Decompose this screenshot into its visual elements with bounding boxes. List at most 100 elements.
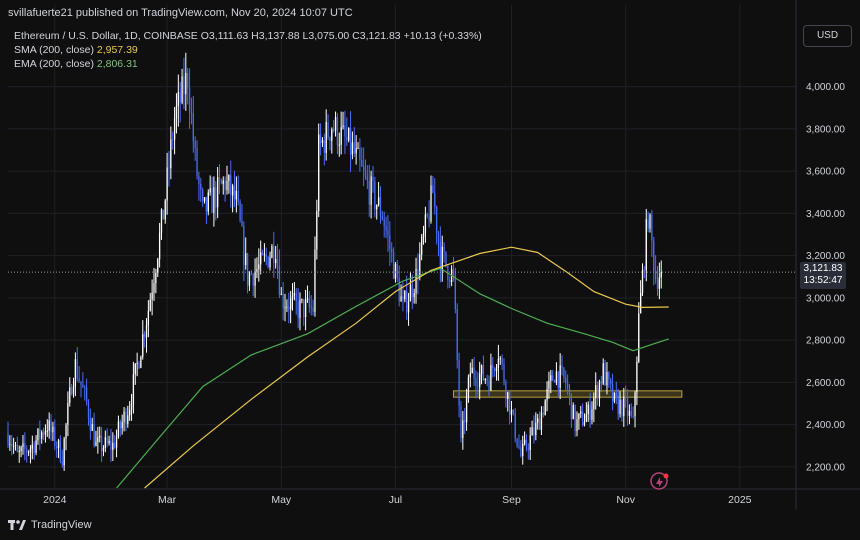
candle-body: [222, 180, 224, 184]
candle-body: [14, 444, 17, 447]
candle-body: [11, 444, 13, 447]
candle-body: [559, 365, 561, 388]
replay-icon: [650, 472, 669, 490]
candle-body: [505, 382, 507, 399]
price-tick-label: 3,200.00: [806, 251, 845, 262]
candle-body: [310, 306, 312, 308]
moving-averages: [116, 246, 669, 489]
candle-body: [175, 106, 178, 119]
candle-body: [216, 177, 219, 208]
candle-body: [265, 254, 267, 257]
sma-legend-row[interactable]: SMA (200, close) 2,957.39: [14, 43, 482, 57]
candle-body: [385, 226, 387, 231]
candle-body: [499, 358, 501, 360]
candle-body: [366, 175, 369, 181]
candle-body: [306, 298, 309, 300]
time-tick-label: Sep: [502, 494, 521, 506]
publisher-line: svillafuerte21 published on TradingView.…: [8, 7, 353, 19]
candle-body: [334, 117, 337, 131]
candle-body: [656, 279, 659, 289]
candle-body: [37, 428, 39, 441]
candle-body: [623, 396, 625, 417]
candle-body: [301, 299, 303, 301]
candle-body: [479, 373, 481, 387]
candle-body: [303, 299, 305, 318]
candle-body: [484, 379, 486, 381]
candle-body: [538, 418, 541, 430]
candle-body: [110, 440, 112, 450]
candle-body: [615, 392, 617, 396]
currency-button[interactable]: USD: [803, 25, 852, 47]
candle-body: [482, 365, 485, 380]
candle-body: [119, 421, 121, 429]
candle-body: [546, 388, 548, 401]
candle-body: [561, 365, 563, 368]
candle-body: [263, 254, 266, 256]
candle-body: [65, 424, 67, 439]
candle-body: [145, 325, 148, 338]
candle-body: [245, 253, 247, 266]
candle-body: [295, 292, 297, 302]
candle-body: [297, 301, 299, 318]
candle-body: [593, 397, 595, 410]
candle-body: [540, 412, 543, 430]
candle-body: [407, 301, 410, 313]
candle-body: [653, 240, 655, 272]
candle-body: [417, 268, 419, 278]
candle-body: [411, 284, 413, 298]
candle-body: [649, 214, 651, 229]
candle-body: [589, 404, 591, 420]
candle-body: [289, 298, 292, 310]
candle-body: [454, 270, 456, 310]
ema-200-line: [116, 267, 669, 489]
candle-body: [220, 180, 223, 184]
candle-body: [329, 137, 331, 141]
candle-body: [430, 185, 432, 222]
candle-body: [80, 381, 82, 385]
candle-body: [149, 299, 151, 311]
time-axis: 2024 Mar May Jul Sep Nov 2025: [43, 494, 752, 506]
candle-body: [591, 409, 593, 420]
symbol-ohlc-row[interactable]: Ethereum / U.S. Dollar, 1D, COINBASE O3,…: [14, 29, 482, 43]
candle-body: [202, 189, 204, 202]
candle-body: [280, 293, 282, 295]
candle-body: [396, 263, 398, 278]
candle-body: [520, 447, 522, 456]
candle-body: [507, 392, 509, 399]
candle-body: [387, 230, 389, 236]
candle-body: [376, 205, 378, 210]
chart-grid: [0, 0, 860, 510]
candle-body: [205, 197, 208, 212]
candle-body: [581, 411, 584, 426]
candle-body: [207, 192, 209, 212]
candle-body: [351, 142, 354, 155]
candle-body: [523, 439, 526, 444]
candle-body: [177, 92, 179, 107]
candle-body: [660, 272, 662, 278]
ema-legend-row[interactable]: EMA (200, close) 2,806.31: [14, 57, 482, 71]
candle-body: [183, 76, 185, 95]
candle-body: [434, 193, 436, 207]
candle-body: [29, 448, 32, 453]
symbol-title[interactable]: Ethereum / U.S. Dollar, 1D, COINBASE: [14, 30, 198, 42]
candle-body: [261, 252, 264, 255]
candle-body: [583, 421, 586, 426]
candle-body: [288, 306, 290, 310]
candle-body: [420, 236, 423, 255]
candle-body: [319, 134, 322, 143]
replay-icon-bolt: [656, 477, 663, 487]
candle-body: [46, 430, 48, 432]
candle-body: [243, 225, 245, 266]
candle-body: [512, 409, 515, 413]
tradingview-brand[interactable]: TradingView: [8, 519, 92, 531]
candle-body: [628, 410, 631, 416]
candle-body: [235, 190, 238, 200]
candle-body: [252, 274, 254, 286]
candle-body: [553, 380, 556, 383]
candle-body: [443, 246, 445, 252]
candle-body: [516, 438, 518, 447]
candle-body: [394, 263, 397, 279]
candle-body: [100, 435, 103, 452]
candle-body: [136, 362, 138, 364]
